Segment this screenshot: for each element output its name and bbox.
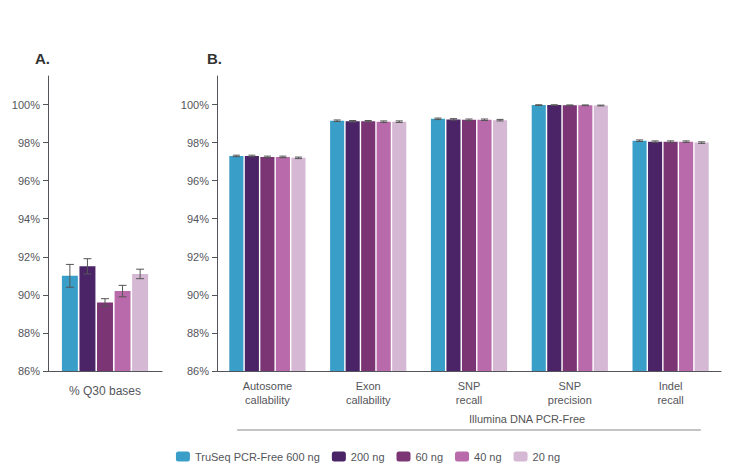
svg-text:200 ng: 200 ng	[351, 451, 385, 463]
svg-text:A.: A.	[35, 50, 50, 67]
svg-text:86%: 86%	[187, 365, 209, 377]
svg-text:Autosome: Autosome	[243, 380, 293, 392]
svg-text:90%: 90%	[187, 289, 209, 301]
svg-text:recall: recall	[657, 394, 683, 406]
svg-text:96%: 96%	[18, 175, 40, 187]
svg-text:SNP: SNP	[458, 380, 481, 392]
svg-text:100%: 100%	[12, 99, 40, 111]
svg-text:precision: precision	[548, 394, 592, 406]
svg-text:98%: 98%	[18, 137, 40, 149]
svg-text:Indel: Indel	[659, 380, 683, 392]
svg-text:96%: 96%	[187, 175, 209, 187]
svg-text:recall: recall	[456, 394, 482, 406]
svg-text:90%: 90%	[18, 289, 40, 301]
svg-text:60 ng: 60 ng	[415, 451, 443, 463]
svg-text:100%: 100%	[181, 99, 209, 111]
svg-text:TruSeq PCR-Free 600 ng: TruSeq PCR-Free 600 ng	[195, 451, 320, 463]
svg-text:Exon: Exon	[356, 380, 381, 392]
svg-text:20 ng: 20 ng	[533, 451, 561, 463]
svg-text:B.: B.	[207, 50, 222, 67]
svg-text:88%: 88%	[18, 327, 40, 339]
svg-text:% Q30 bases: % Q30 bases	[69, 384, 141, 398]
svg-text:86%: 86%	[18, 365, 40, 377]
svg-text:94%: 94%	[18, 213, 40, 225]
svg-text:98%: 98%	[187, 137, 209, 149]
svg-text:callability: callability	[346, 394, 391, 406]
svg-text:92%: 92%	[187, 251, 209, 263]
svg-text:94%: 94%	[187, 213, 209, 225]
svg-text:40 ng: 40 ng	[474, 451, 502, 463]
svg-text:Illumina DNA PCR-Free: Illumina DNA PCR-Free	[469, 413, 585, 425]
svg-text:92%: 92%	[18, 251, 40, 263]
svg-text:88%: 88%	[187, 327, 209, 339]
svg-text:callability: callability	[245, 394, 290, 406]
svg-text:SNP: SNP	[558, 380, 581, 392]
